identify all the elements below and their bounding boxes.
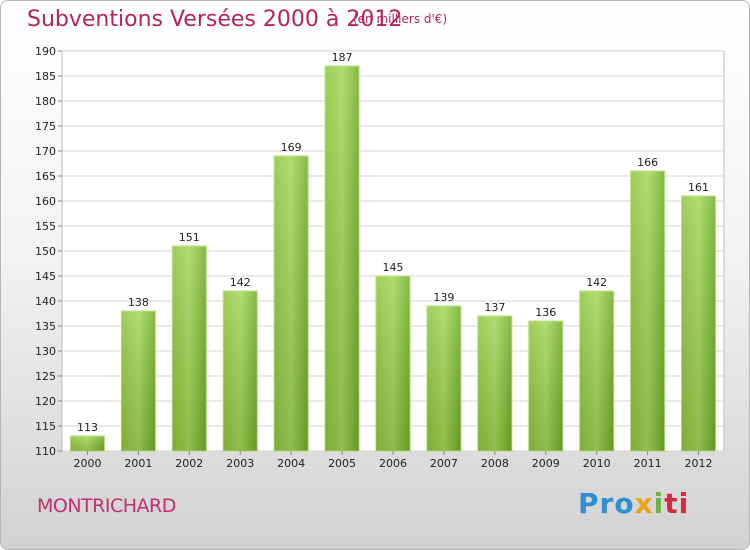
x-tick-label: 2007 [430,457,458,470]
bar-value-label: 187 [332,51,353,64]
x-tick-label: 2009 [532,457,560,470]
y-tick-label: 150 [35,245,56,258]
y-tick-label: 110 [35,445,56,458]
bar-value-label: 142 [230,276,251,289]
bar-shade [426,306,461,451]
x-tick-label: 2005 [328,457,356,470]
y-tick-label: 175 [35,120,56,133]
bar-value-label: 142 [586,276,607,289]
y-tick-label: 155 [35,220,56,233]
bar-shade [579,291,614,451]
y-tick-label: 185 [35,70,56,83]
y-tick-label: 130 [35,345,56,358]
bar-shade [274,156,309,451]
logo-part-2: x [634,487,654,520]
y-tick-label: 135 [35,320,56,333]
bar-shade [121,311,156,451]
bars: 113 138 151 142 169 187 145 139 137 136 142 166 161 [69,51,717,452]
x-tick-label: 2011 [634,457,662,470]
bar-value-label: 139 [433,291,454,304]
y-tick-label: 180 [35,95,56,108]
bar-value-label: 169 [281,141,302,154]
bar-value-label: 138 [128,296,149,309]
logo-part-1: Pro [578,487,635,520]
proxiti-logo: Proxiti [578,487,689,520]
y-tick-label: 125 [35,370,56,383]
bar-shade [528,321,563,451]
x-tick-label: 2003 [226,457,254,470]
bar-value-label: 161 [688,181,709,194]
bar-value-label: 137 [484,301,505,314]
y-tick-label: 115 [35,420,56,433]
y-tick-label: 190 [35,45,56,58]
y-tick-label: 165 [35,170,56,183]
bar-shade [172,246,207,451]
logo-part-3: i [653,487,665,520]
x-tick-label: 2001 [124,457,152,470]
chart-subtitle: (en milliers d'€) [353,12,448,26]
bar-value-label: 151 [179,231,200,244]
x-tick-label: 2012 [685,457,713,470]
commune-name: MONTRICHARD [37,495,176,517]
x-tick-label: 2000 [73,457,101,470]
y-tick-label: 145 [35,270,56,283]
y-tick-label: 170 [35,145,56,158]
x-tick-label: 2004 [277,457,305,470]
bar-value-label: 113 [77,421,98,434]
y-axis: 110 115 120 125 130 135 140 145 150 155 160 165 170 1… [35,45,62,458]
bar-shade [630,171,665,451]
bar-shade [70,436,105,451]
bar-shade [477,316,512,451]
bar-value-label: 145 [383,261,404,274]
logo-part-4: ti [664,487,690,520]
bar-value-label: 136 [535,306,556,319]
y-tick-label: 140 [35,295,56,308]
x-tick-label: 2002 [175,457,203,470]
bar-shade [681,196,716,451]
bar-value-label: 166 [637,156,658,169]
y-tick-label: 160 [35,195,56,208]
bar-shade [223,291,258,451]
chart-title: Subventions Versées 2000 à 2012 [27,7,403,32]
x-tick-label: 2008 [481,457,509,470]
x-tick-label: 2010 [583,457,611,470]
x-tick-label: 2006 [379,457,407,470]
x-axis: 2000 2001 2002 2003 2004 2005 2006 2007 2008 2009… [73,451,713,470]
bar-shade [376,276,410,451]
bar-shade [325,66,360,451]
y-tick-label: 120 [35,395,56,408]
